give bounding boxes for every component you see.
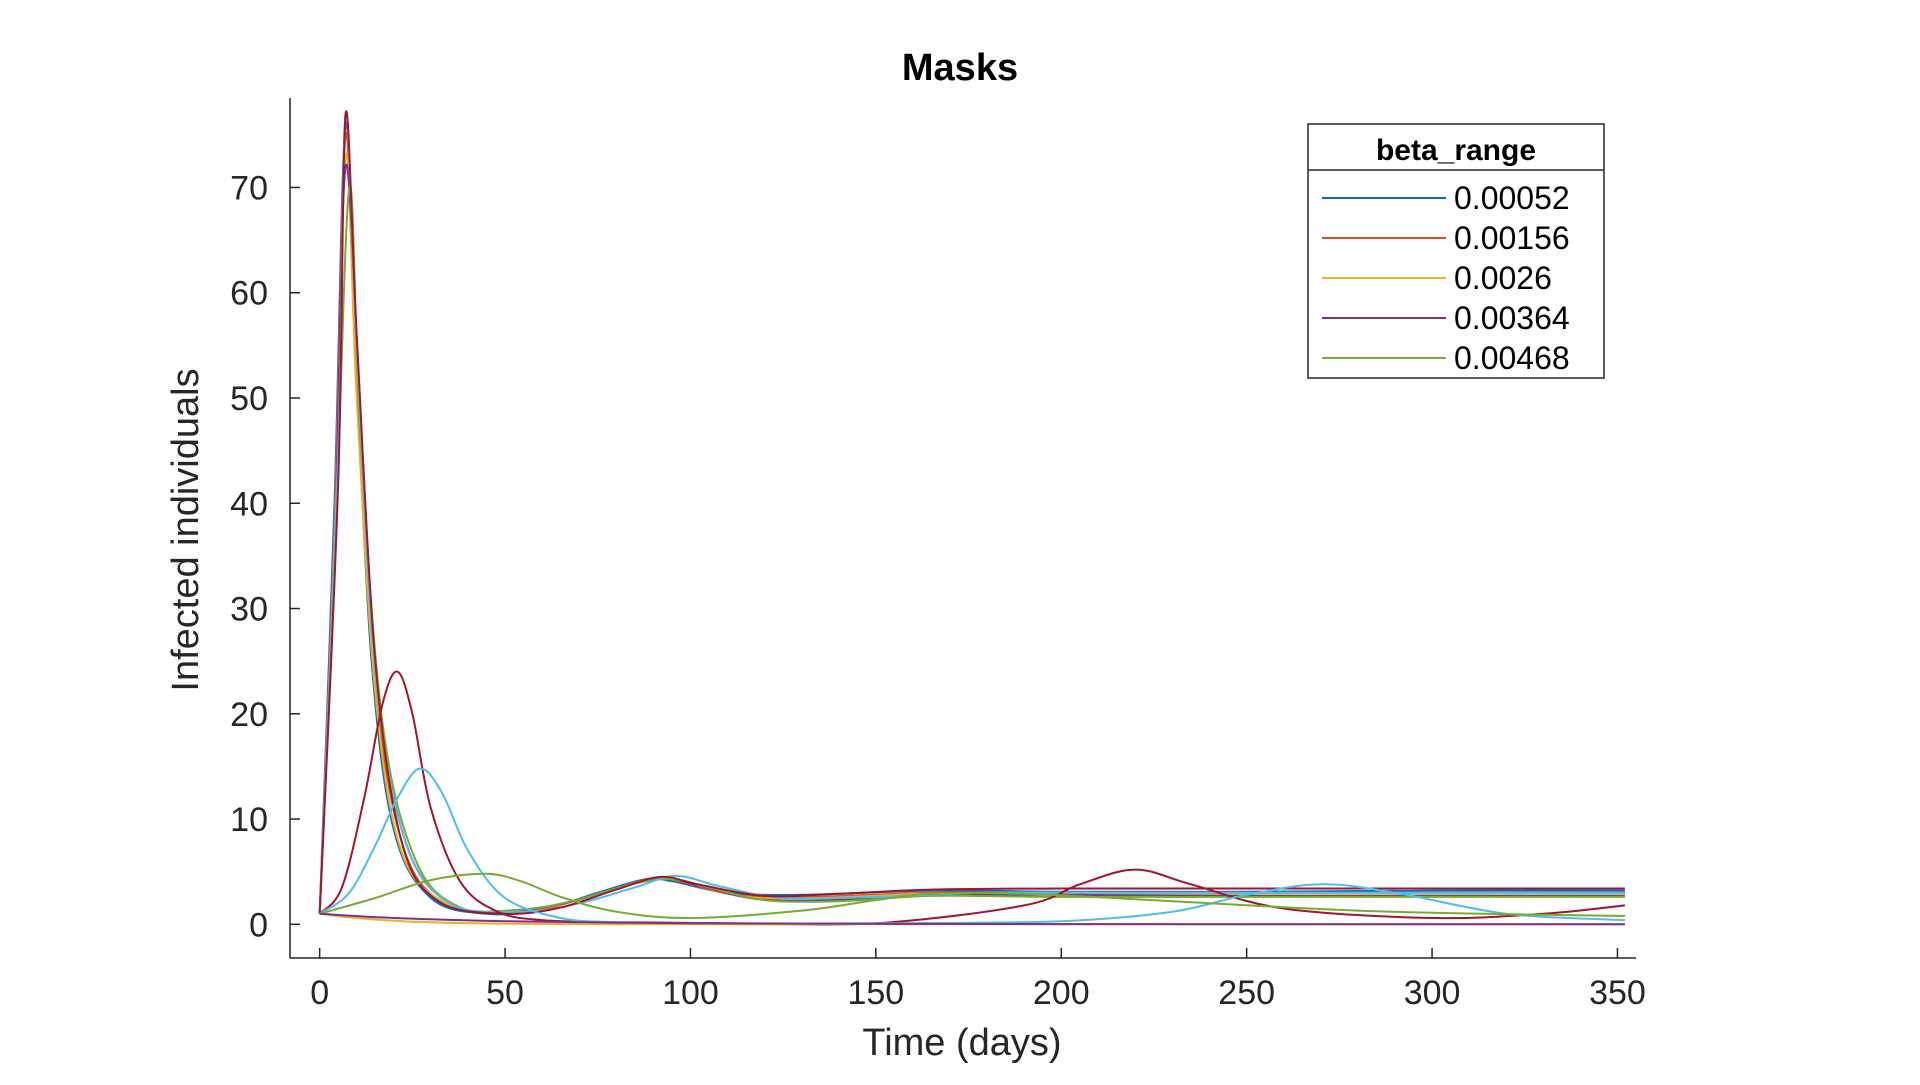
y-tick-label: 20 bbox=[230, 696, 268, 734]
series-line-12 bbox=[319, 912, 1625, 926]
x-tick-label: 50 bbox=[486, 974, 524, 1012]
legend-entry-label: 0.00364 bbox=[1454, 300, 1570, 336]
x-tick-label: 300 bbox=[1404, 974, 1461, 1012]
x-axis-label: Time (days) bbox=[862, 1022, 1061, 1064]
axes-layer: 0 50 100 150 200 250 300 350 0 10 20 30 40 50 60 70 bbox=[230, 98, 1646, 1012]
y-tick-label: 70 bbox=[230, 169, 268, 207]
legend-entry-label: 0.0026 bbox=[1454, 260, 1552, 296]
y-tick-label: 40 bbox=[230, 485, 268, 523]
x-tick-label: 200 bbox=[1033, 974, 1090, 1012]
x-tick-label: 0 bbox=[310, 974, 329, 1012]
series-layer bbox=[318, 110, 1626, 926]
x-tick-label: 350 bbox=[1589, 974, 1646, 1012]
y-axis-label: Infected individuals bbox=[165, 368, 207, 691]
chart-title: Masks bbox=[902, 47, 1018, 89]
x-tick-label: 150 bbox=[847, 974, 904, 1012]
series-line-9 bbox=[319, 767, 1625, 925]
legend: beta_range 0.000520.001560.00260.003640.… bbox=[1307, 123, 1605, 379]
x-tick-label: 250 bbox=[1218, 974, 1275, 1012]
series-line-8 bbox=[318, 670, 1626, 926]
legend-box bbox=[1307, 123, 1605, 379]
legend-title: beta_range bbox=[1376, 134, 1536, 167]
y-tick-label: 60 bbox=[230, 275, 268, 313]
legend-entry-label: 0.00052 bbox=[1454, 180, 1570, 216]
legend-entry-label: 0.00468 bbox=[1454, 340, 1570, 376]
y-tick-label: 50 bbox=[230, 380, 268, 418]
y-tick-label: 30 bbox=[230, 591, 268, 629]
x-tick-label: 100 bbox=[662, 974, 719, 1012]
y-tick-label: 0 bbox=[249, 906, 268, 944]
series-line-10 bbox=[319, 872, 1625, 920]
legend-entry-label: 0.00156 bbox=[1454, 220, 1570, 256]
y-tick-label: 10 bbox=[230, 801, 268, 839]
legend-entries: 0.00052 0.00156 0.0026 0.00364 0.00468 bbox=[1322, 180, 1570, 376]
series-line-7 bbox=[318, 110, 1625, 915]
